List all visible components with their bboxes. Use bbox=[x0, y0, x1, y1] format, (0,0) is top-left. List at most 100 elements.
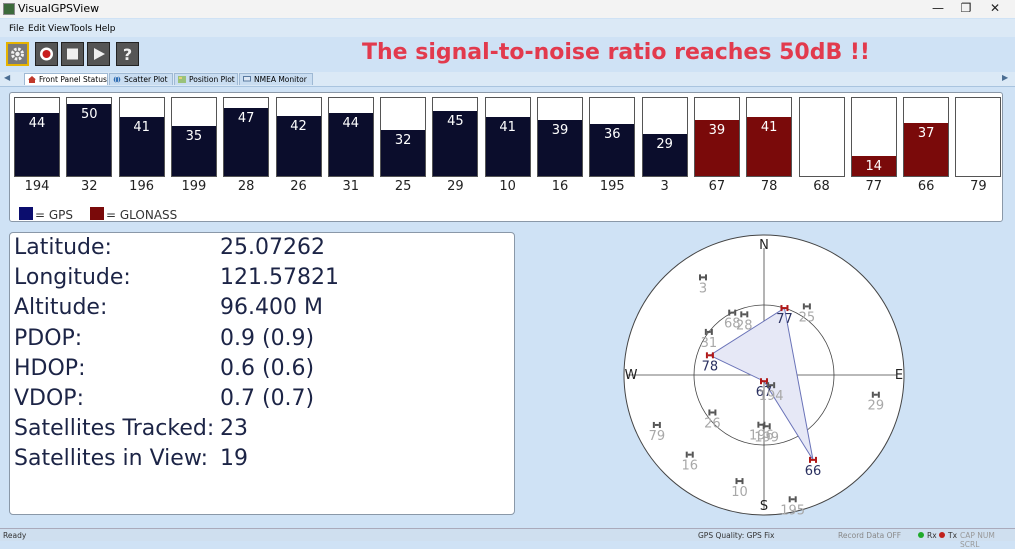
menu-file[interactable]: File bbox=[9, 24, 25, 34]
play-button[interactable] bbox=[87, 42, 110, 66]
status-keys: CAP NUM SCRL bbox=[960, 531, 995, 549]
snr-bar-28: 47 bbox=[223, 97, 270, 177]
snr-bar-fill bbox=[904, 123, 949, 176]
info-value: 0.9 (0.9) bbox=[220, 325, 315, 351]
snr-bar-195: 36 bbox=[589, 97, 636, 177]
tab-scroll-left-icon[interactable]: ◀ bbox=[4, 73, 11, 82]
satellite-icon bbox=[809, 456, 817, 463]
stop-button[interactable] bbox=[61, 42, 84, 66]
snr-bar-199: 35 bbox=[170, 97, 217, 177]
info-label: PDOP: bbox=[14, 325, 83, 351]
satellite-prn-label: 16 bbox=[681, 459, 698, 474]
snr-prn-label: 66 bbox=[917, 179, 935, 194]
title-bar: VisualGPSView — ❐ ✕ bbox=[0, 0, 1015, 18]
snr-bar-panel: = GPS = GLONASS 44 194 50 32 41 196 35 199 47 28 4… bbox=[9, 92, 1003, 222]
info-label: VDOP: bbox=[14, 386, 84, 411]
satellite-prn-label: 194 bbox=[759, 389, 784, 404]
info-label: Satellites Tracked: bbox=[14, 416, 215, 442]
sky-satellite-25: 25 bbox=[799, 303, 816, 325]
snr-prn-label: 79 bbox=[970, 179, 987, 194]
satellite-icon bbox=[708, 409, 717, 416]
snr-prn-label: 67 bbox=[708, 179, 726, 194]
snr-prn-label: 195 bbox=[599, 179, 625, 194]
snr-value-label: 41 bbox=[760, 120, 778, 135]
snr-prn-label: 28 bbox=[237, 179, 255, 194]
sky-satellite-199: 199 bbox=[754, 423, 779, 445]
tab-label: NMEA Monitor bbox=[254, 75, 307, 84]
svg-text:?: ? bbox=[123, 45, 132, 64]
tab-scroll-right-icon[interactable]: ▶ bbox=[1002, 73, 1009, 82]
snr-bar-fill bbox=[433, 111, 478, 176]
snr-bar-fill bbox=[276, 116, 321, 176]
satellite-icon bbox=[705, 352, 714, 359]
satellite-prn-label: 195 bbox=[780, 503, 805, 517]
snr-bar-29: 45 bbox=[432, 97, 479, 177]
info-value: 0.7 (0.7) bbox=[220, 386, 315, 411]
satellite-prn-label: 25 bbox=[799, 310, 816, 325]
snr-value-label: 14 bbox=[865, 159, 883, 174]
snr-bar-31: 44 bbox=[327, 97, 374, 177]
maximize-button[interactable]: ❐ bbox=[960, 1, 972, 15]
snr-prn-label: 194 bbox=[24, 179, 50, 194]
snr-value-label: 41 bbox=[499, 120, 516, 135]
sky-west-label: W bbox=[625, 368, 638, 383]
menu-view[interactable]: View bbox=[48, 24, 70, 34]
help-button[interactable]: ? bbox=[116, 42, 139, 66]
close-button[interactable]: ✕ bbox=[989, 1, 1001, 15]
snr-bar-fill bbox=[747, 117, 792, 176]
sky-satellite-3: 3 bbox=[699, 274, 707, 296]
snr-bar-fill bbox=[171, 126, 216, 176]
snr-prn-label: 10 bbox=[499, 179, 516, 194]
snr-prn-label: 31 bbox=[342, 179, 360, 194]
snr-value-label: 42 bbox=[290, 119, 307, 134]
sky-satellite-67: 67 bbox=[756, 378, 773, 400]
snr-prn-label: 16 bbox=[551, 179, 569, 194]
sky-north-label: N bbox=[759, 238, 769, 253]
tab-position-plot[interactable]: Position Plot bbox=[174, 73, 238, 85]
satellite-icon bbox=[802, 303, 811, 310]
tab-label: Front Panel Status bbox=[39, 75, 107, 84]
menu-edit[interactable]: Edit bbox=[28, 24, 46, 34]
snr-bar-66: 37 bbox=[903, 97, 950, 177]
snr-value-label: 41 bbox=[133, 120, 150, 135]
sky-satellite-79: 79 bbox=[649, 421, 665, 444]
info-label: Satellites in View: bbox=[14, 446, 209, 472]
snr-bar-77: 14 bbox=[850, 97, 897, 177]
snr-bar-78: 41 bbox=[746, 97, 793, 177]
satellite-prn-label: 199 bbox=[754, 430, 779, 445]
record-button[interactable] bbox=[35, 42, 58, 66]
tab-scatter-plot[interactable]: Scatter Plot bbox=[109, 73, 173, 85]
satellite-icon bbox=[735, 478, 744, 485]
home-icon bbox=[28, 76, 36, 83]
snr-bar-fill bbox=[67, 104, 112, 176]
sky-satellite-29: 29 bbox=[868, 391, 884, 414]
settings-icon bbox=[11, 47, 24, 61]
satellite-icon bbox=[728, 309, 737, 316]
info-value: 25.07262 bbox=[220, 235, 325, 260]
tab-front-panel-status[interactable]: Front Panel Status bbox=[24, 73, 108, 85]
snr-value-label: 45 bbox=[447, 114, 464, 129]
menu-tools[interactable]: Tools bbox=[70, 24, 93, 34]
satellite-prn-label: 196 bbox=[749, 429, 774, 444]
satellite-prn-label: 67 bbox=[756, 385, 773, 400]
snr-bar-fill bbox=[381, 130, 426, 176]
snr-bar-32: 50 bbox=[66, 97, 113, 177]
satellite-prn-label: 28 bbox=[736, 318, 753, 333]
status-tx: Tx bbox=[948, 531, 958, 540]
minimize-button[interactable]: — bbox=[932, 1, 944, 15]
snr-bar-fill bbox=[485, 117, 530, 176]
snr-bar-196: 41 bbox=[118, 97, 165, 177]
snr-value-label: 39 bbox=[551, 123, 569, 138]
settings-button[interactable] bbox=[6, 42, 29, 66]
satellite-icon bbox=[780, 305, 789, 312]
sky-satellite-66: 66 bbox=[805, 456, 822, 479]
snr-prn-label: 77 bbox=[865, 179, 883, 194]
satellite-prn-label: 31 bbox=[701, 336, 718, 351]
tab-nmea-monitor[interactable]: NMEA Monitor bbox=[239, 73, 313, 85]
snr-value-label: 29 bbox=[656, 137, 673, 152]
info-label: HDOP: bbox=[14, 355, 86, 381]
menu-help[interactable]: Help bbox=[95, 24, 116, 34]
snr-value-label: 50 bbox=[81, 107, 98, 122]
satellite-prn-label: 66 bbox=[805, 464, 822, 479]
